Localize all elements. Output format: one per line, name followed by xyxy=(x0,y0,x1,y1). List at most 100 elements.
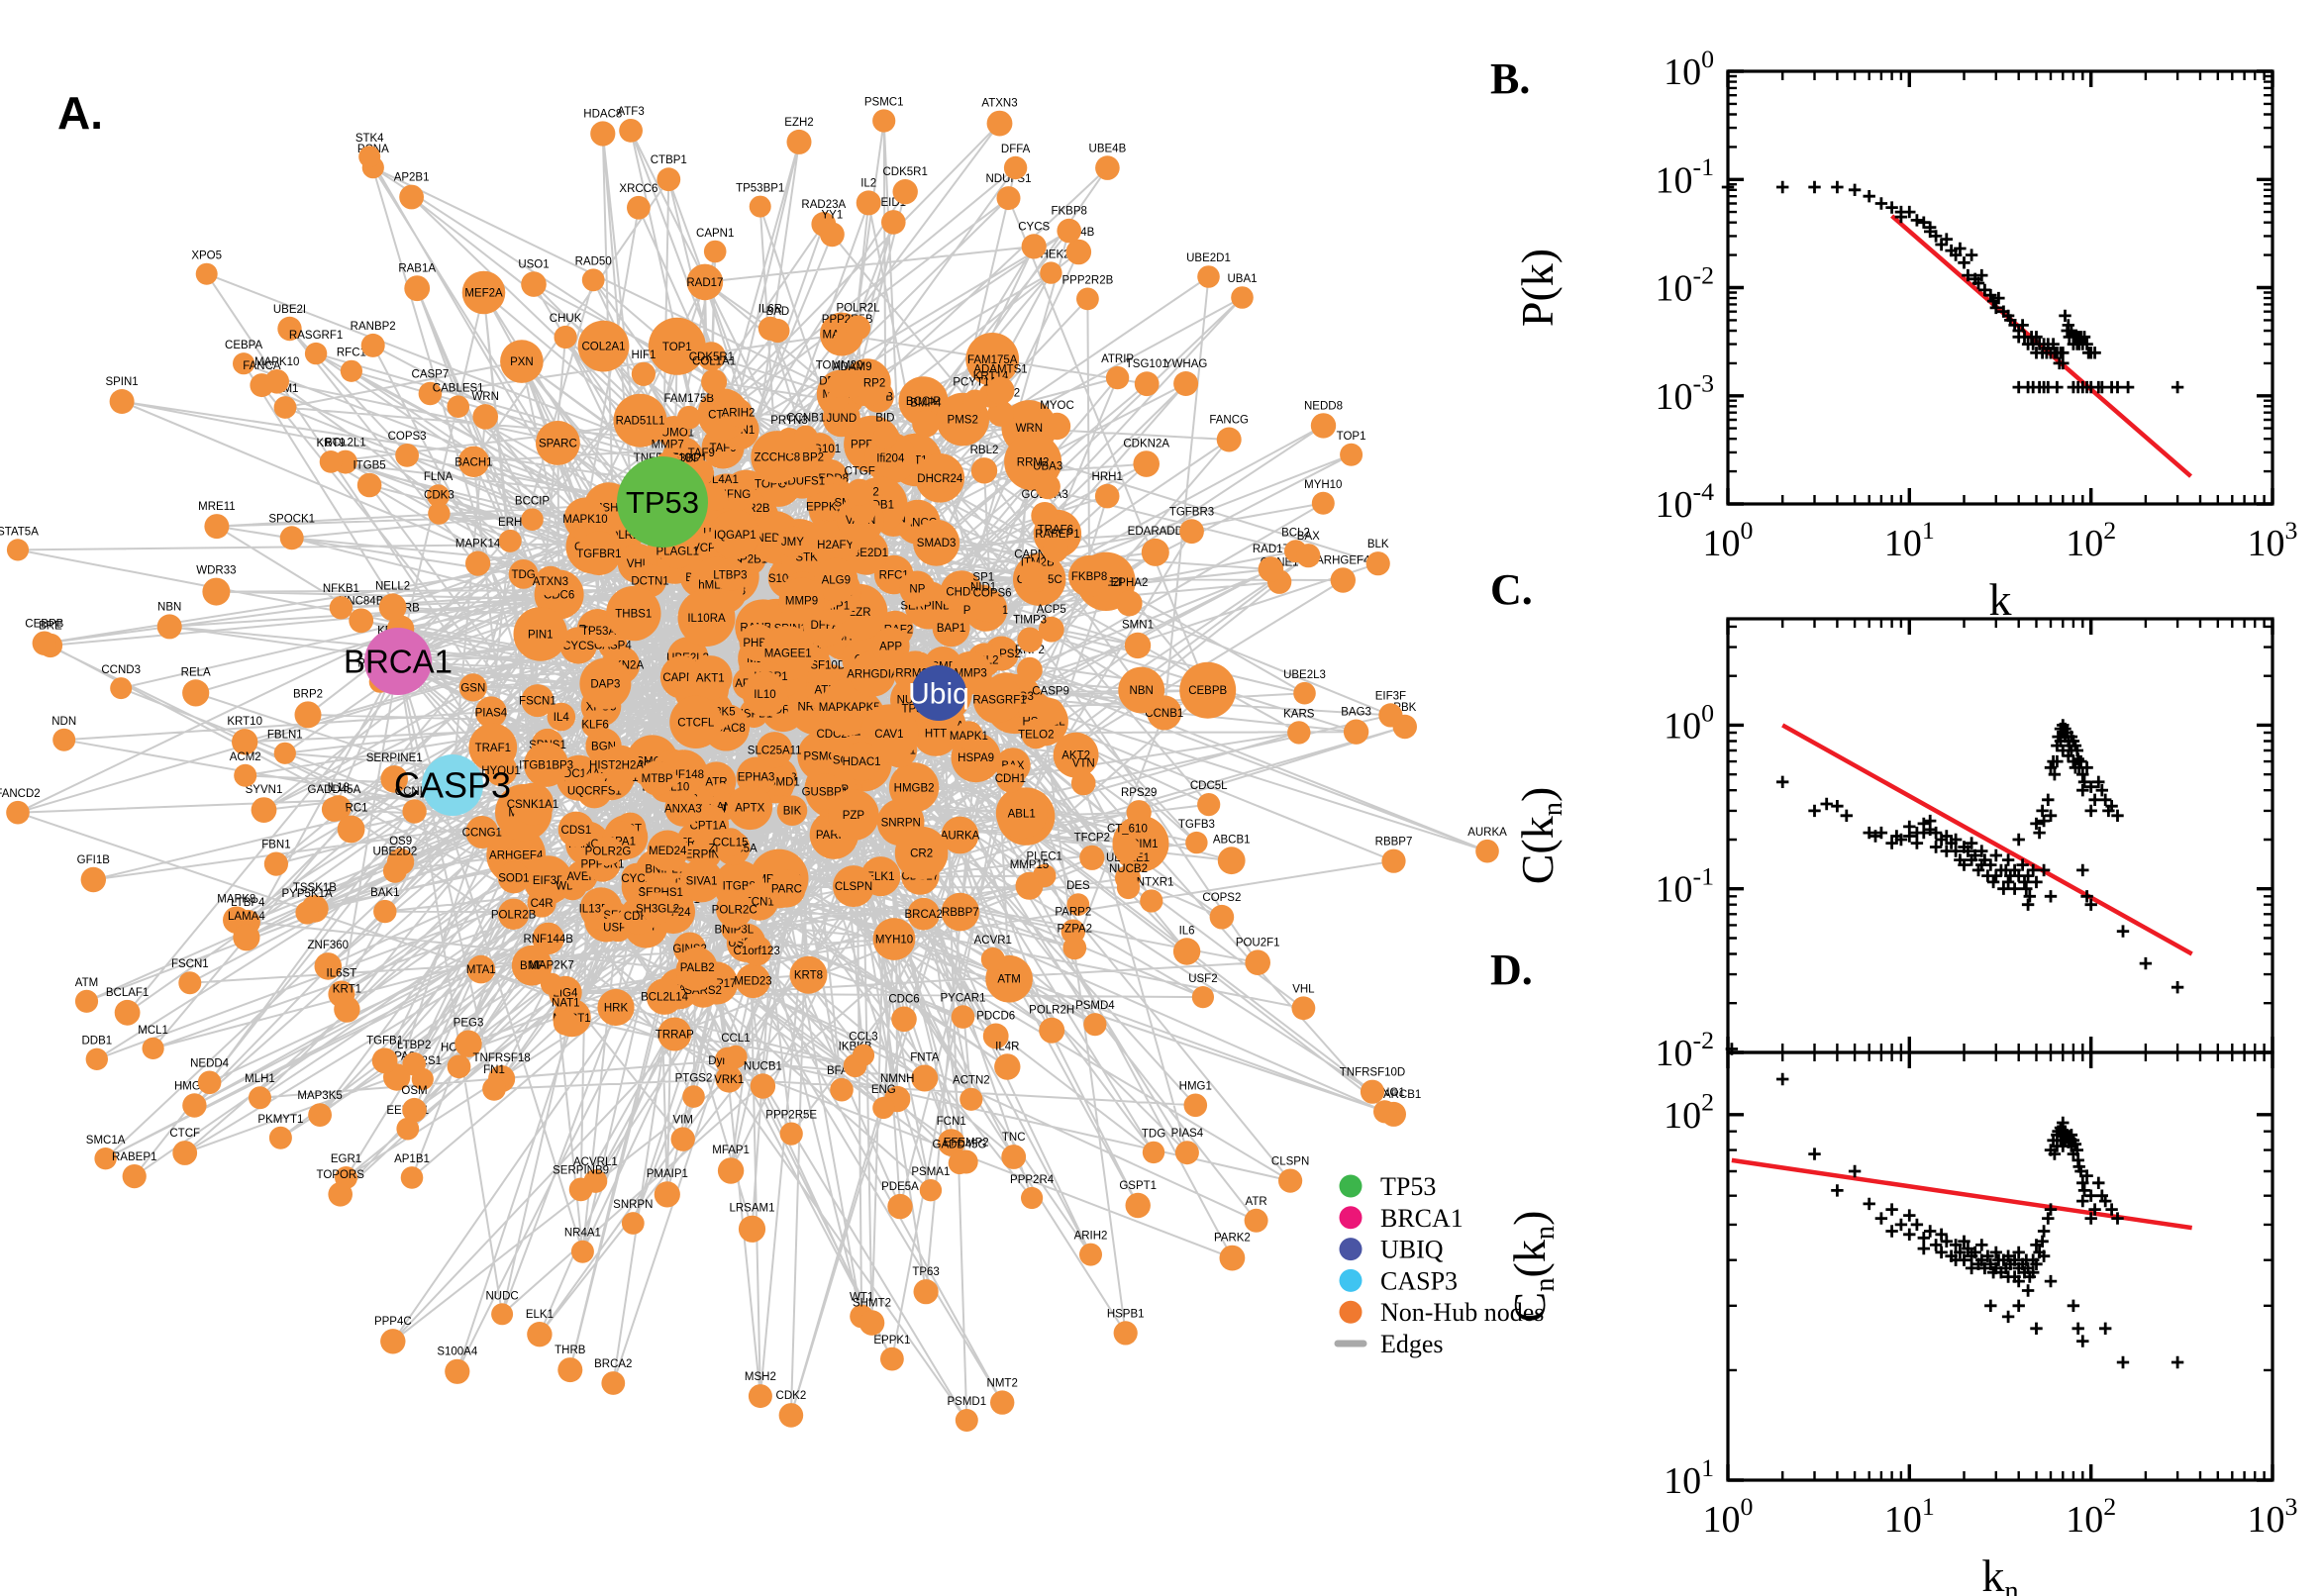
network-node-label: ARIH2 xyxy=(1074,1231,1108,1243)
network-node-label: SPIN1 xyxy=(105,376,138,388)
network-node xyxy=(264,369,290,394)
network-node xyxy=(779,1122,803,1146)
network-node xyxy=(454,1030,482,1057)
network-node xyxy=(1031,502,1059,530)
network-node xyxy=(872,918,916,960)
network-node xyxy=(52,728,76,751)
network-node xyxy=(1079,1243,1102,1266)
network-node xyxy=(1291,996,1316,1021)
network-node xyxy=(648,317,706,375)
network-node-label: TSSK1B xyxy=(293,882,337,894)
network-node-label: IL10 xyxy=(754,689,775,701)
network-node xyxy=(980,947,1005,971)
network-node-label: YWHAG xyxy=(1164,358,1208,370)
panel-c-label: C. xyxy=(1490,565,1533,614)
network-node xyxy=(714,557,747,591)
network-node xyxy=(736,963,770,999)
network-node xyxy=(898,376,949,427)
network-node-label: RFC1 xyxy=(879,570,909,582)
network-node-label: FLNA xyxy=(424,471,454,483)
network-node-label: IL18 xyxy=(328,782,350,794)
network-node-label: COL2A1 xyxy=(581,342,625,353)
network-node-label: CASP7 xyxy=(412,369,450,381)
network-node-label: RPS29 xyxy=(1121,787,1157,799)
network-node xyxy=(641,892,674,925)
network-node xyxy=(951,1005,975,1029)
network-node xyxy=(1039,1017,1065,1044)
network-node xyxy=(664,790,702,827)
network-node xyxy=(557,811,595,848)
network-node xyxy=(80,866,107,893)
tick-label: 102 xyxy=(1664,1088,1714,1137)
network-node-label: ATRIP xyxy=(1101,353,1134,365)
network-node-label: Ifi204 xyxy=(876,453,905,465)
network-node xyxy=(114,999,141,1026)
network-node-label: APP xyxy=(879,642,902,653)
network-node xyxy=(631,361,656,386)
network-node xyxy=(142,1037,164,1059)
network-node-label: UBE2D1 xyxy=(1186,252,1231,264)
network-node xyxy=(789,955,828,994)
network-node xyxy=(996,763,1025,793)
network-node-label: XRCC6 xyxy=(619,183,657,195)
network-node xyxy=(670,1127,695,1151)
legend-item-edges: Edges xyxy=(1334,1330,1444,1358)
network-node xyxy=(195,262,218,285)
network-node xyxy=(527,888,556,918)
network-node xyxy=(233,352,255,375)
network-node-label: TGFBR1 xyxy=(576,549,621,560)
network-node xyxy=(1066,893,1090,916)
network-node xyxy=(954,721,984,750)
network-node xyxy=(720,477,755,511)
network-node xyxy=(521,508,544,531)
network-node xyxy=(676,405,701,430)
network-node xyxy=(597,988,635,1027)
network-node xyxy=(941,892,980,932)
network-node xyxy=(986,110,1013,137)
network-node-label: ACVR1 xyxy=(974,935,1012,947)
network-node xyxy=(1021,234,1047,259)
network-node xyxy=(1062,936,1087,960)
network-node-label: GADD45G xyxy=(933,1140,987,1151)
network-node-label: CDC6 xyxy=(888,994,919,1006)
network-node-label: FANCA xyxy=(243,360,281,372)
network-node-label: RAD51L1 xyxy=(616,416,665,428)
network-node xyxy=(294,701,322,729)
network-node-label: ELK1 xyxy=(866,871,894,883)
network-node xyxy=(172,1141,198,1165)
network-node-label: ITGB1BP3 xyxy=(519,759,573,771)
network-node xyxy=(1231,286,1254,309)
network-node-label: CEBPB xyxy=(25,619,63,631)
network-node-label: SMN1 xyxy=(1122,620,1154,632)
network-node-label: BID xyxy=(875,413,894,425)
network-node-label: MRE11 xyxy=(198,501,236,513)
network-node-label: PYCAR1 xyxy=(940,992,985,1004)
network-node xyxy=(845,315,871,341)
network-node-label: MED23 xyxy=(734,976,771,988)
network-node-label: ALG9 xyxy=(822,575,851,587)
network-node-label: KRT1 xyxy=(333,983,361,995)
network-node xyxy=(472,404,499,430)
network-node-label: FBN1 xyxy=(261,840,290,851)
network-node-label: EGR1 xyxy=(331,1153,361,1165)
network-node xyxy=(1475,839,1499,863)
network-node-label: ATM xyxy=(75,977,98,989)
network-node-label: TP63 xyxy=(912,1266,940,1278)
network-node-label: OS9 xyxy=(389,836,412,848)
network-node-label: BMF xyxy=(520,960,544,972)
axis-title: Cn(kn) xyxy=(1504,1211,1561,1323)
network-node-label: MTA1 xyxy=(466,964,496,976)
network-node xyxy=(716,890,754,929)
network-node-label: HTT xyxy=(925,728,947,740)
network-node xyxy=(888,762,940,813)
network-node-label: NUCB1 xyxy=(744,1060,782,1072)
network-node-label: PCYT1A xyxy=(953,377,997,389)
network-node xyxy=(197,1070,222,1095)
tick-label: 10-2 xyxy=(1655,1026,1714,1074)
network-node xyxy=(1179,519,1204,545)
network-node xyxy=(996,186,1021,211)
network-node-label: SIVA1 xyxy=(686,876,718,888)
network-node-label: CCNB1 xyxy=(1145,708,1183,720)
network-node xyxy=(396,1117,420,1141)
network-node xyxy=(1381,848,1406,873)
